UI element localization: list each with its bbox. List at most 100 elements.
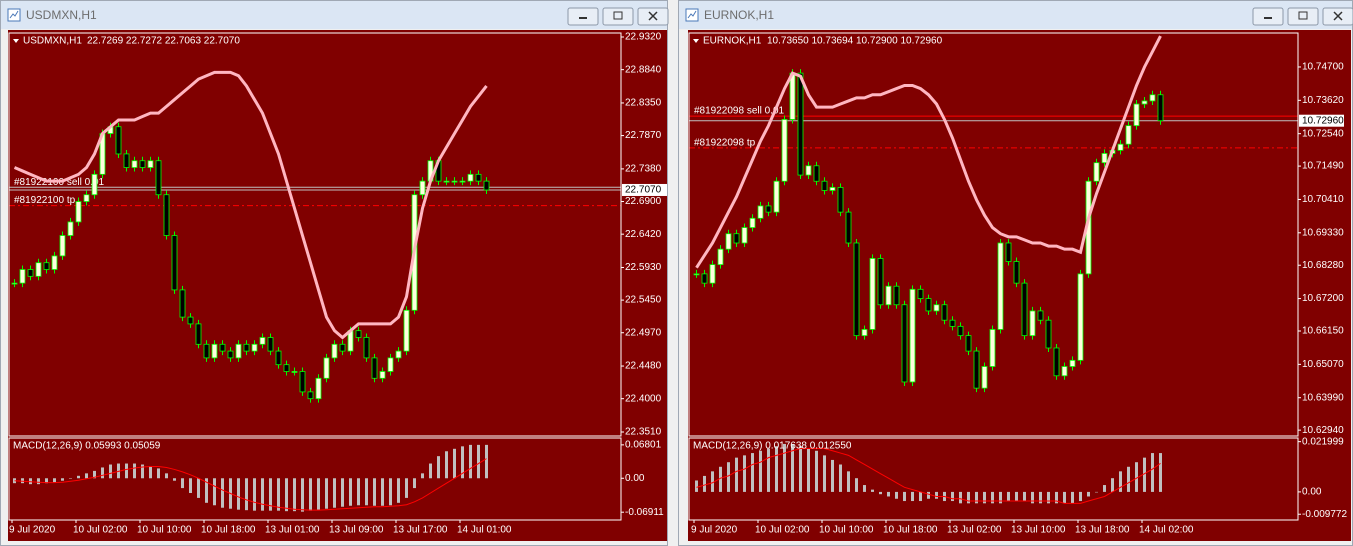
- macd-bar: [357, 478, 360, 506]
- time-label: 10 Jul 10:00: [819, 525, 874, 536]
- candle: [67, 221, 74, 236]
- symbol: USDMXN,H1: [23, 36, 82, 47]
- macd-bar: [1023, 491, 1026, 502]
- minimize-button[interactable]: [567, 7, 599, 26]
- candle: [1061, 366, 1068, 377]
- candle: [773, 180, 780, 213]
- candle: [259, 337, 266, 345]
- minimize-glyph: [579, 17, 587, 19]
- price-label: 10.70410: [1302, 194, 1344, 205]
- candle: [283, 364, 290, 372]
- macd-bar: [349, 478, 352, 506]
- restore-button[interactable]: [602, 7, 634, 26]
- macd-bar: [61, 478, 64, 481]
- macd-bar: [783, 443, 786, 492]
- macd-bar: [895, 491, 898, 499]
- candle: [139, 160, 146, 168]
- price-label: 22.8350: [625, 98, 662, 109]
- candle: [43, 262, 50, 270]
- macd-bar: [959, 491, 962, 504]
- macd-bar: [205, 478, 208, 503]
- price-label: 22.4000: [625, 393, 662, 404]
- candle: [709, 264, 716, 284]
- macd-bar: [341, 478, 344, 507]
- macd-bar: [911, 491, 914, 502]
- restore-glyph: [1298, 11, 1308, 20]
- title-bar: [679, 1, 1352, 29]
- price-label: 22.5450: [625, 295, 662, 306]
- time-label: 10 Jul 02:00: [755, 525, 810, 536]
- order-label: #81922098 sell 0.01: [694, 106, 785, 117]
- macd-bar: [927, 491, 930, 499]
- price-label: 22.6900: [625, 196, 662, 207]
- ohlc: 22.7269 22.7272 22.7063 22.7070: [87, 36, 240, 47]
- candle: [733, 233, 740, 244]
- header-arrow: [693, 39, 699, 43]
- restore-button[interactable]: [1287, 7, 1319, 26]
- price-label: 10.73620: [1302, 95, 1344, 106]
- macd-bar: [847, 471, 850, 492]
- candle: [27, 269, 34, 277]
- macd-bar: [1015, 491, 1018, 502]
- signal-line: [14, 458, 487, 511]
- window-title: EURNOK,H1: [704, 8, 774, 22]
- macd-bar: [77, 475, 80, 479]
- time-label: 14 Jul 02:00: [1139, 525, 1194, 536]
- macd-bar: [293, 478, 296, 512]
- candle: [981, 366, 988, 389]
- macd-bar: [887, 491, 890, 497]
- candle: [853, 242, 860, 337]
- current-price-label: 22.7070: [625, 185, 662, 196]
- macd-bar: [485, 444, 488, 479]
- time-label: 13 Jul 10:00: [1011, 525, 1066, 536]
- candle: [741, 227, 748, 244]
- candle: [1021, 282, 1028, 337]
- moving-average: [695, 35, 1162, 269]
- macd-bar: [1007, 491, 1010, 502]
- candle: [403, 309, 410, 352]
- candle: [379, 371, 386, 379]
- macd-bar: [991, 491, 994, 504]
- macd-bar: [823, 455, 826, 492]
- macd-bar: [695, 480, 698, 492]
- macd-bar: [397, 478, 400, 503]
- time-label: 13 Jul 18:00: [1075, 525, 1130, 536]
- price-label: 10.62940: [1302, 425, 1344, 436]
- candle: [131, 160, 138, 168]
- time-label: 13 Jul 09:00: [329, 525, 384, 536]
- restore-glyph: [613, 11, 623, 20]
- close-glyph: [1333, 11, 1343, 21]
- candle: [123, 153, 130, 168]
- macd-pane: [13, 444, 488, 512]
- macd-bar: [277, 478, 280, 511]
- macd-bar: [197, 478, 200, 498]
- macd-bar: [919, 491, 922, 502]
- candle: [83, 194, 90, 202]
- price-label: 10.74700: [1302, 62, 1344, 73]
- candle: [179, 289, 186, 318]
- macd-bar: [405, 478, 408, 498]
- candle: [813, 165, 820, 182]
- price-label: 22.3510: [625, 427, 662, 438]
- macd-bar: [751, 453, 754, 492]
- macd-bar: [381, 478, 384, 506]
- main-border: [688, 32, 1299, 437]
- candle: [267, 337, 274, 352]
- main-pane: #81922098 sell 0.01 #81922098 tp: [689, 35, 1298, 393]
- candle: [331, 343, 338, 359]
- candle: [837, 187, 844, 213]
- candle: [789, 72, 796, 120]
- macd-bar: [429, 463, 432, 479]
- macd-bar: [1151, 453, 1154, 492]
- macd-bar: [871, 489, 874, 492]
- macd-label: MACD(12,26,9) 0.05993 0.05059: [13, 441, 161, 452]
- candle: [805, 165, 812, 176]
- candle: [701, 273, 708, 284]
- macd-bar: [37, 478, 40, 485]
- minimize-button[interactable]: [1252, 7, 1284, 26]
- macd-bar: [1143, 457, 1146, 492]
- macd-bar: [477, 444, 480, 479]
- candle: [1077, 273, 1084, 361]
- macd-bar: [189, 478, 192, 493]
